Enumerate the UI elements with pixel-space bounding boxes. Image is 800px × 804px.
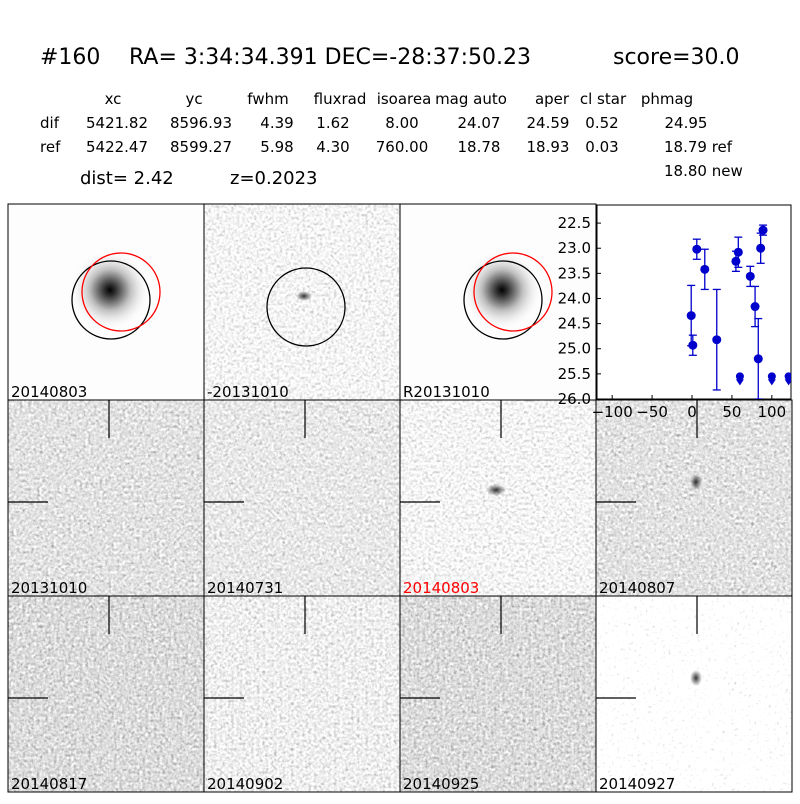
data-point — [700, 264, 710, 274]
panel-label: 20140902 — [207, 775, 283, 793]
panel-label: 20140817 — [11, 775, 87, 793]
table-cell: 24.59 — [527, 114, 570, 132]
data-point — [733, 247, 743, 257]
data-point — [731, 256, 741, 266]
x-tick-label: −50 — [636, 403, 668, 421]
upper-limit — [767, 372, 776, 386]
table-cell: 4.39 — [260, 114, 293, 132]
column-header: xc — [105, 90, 122, 108]
y-tick-label: 24.0 — [558, 289, 591, 307]
column-header: phmag — [641, 90, 693, 108]
data-point — [758, 225, 768, 235]
column-header: isoarea — [377, 90, 432, 108]
panel-label: 20131010 — [11, 579, 87, 597]
column-header: yc — [185, 90, 202, 108]
panel-label: 20140803 — [403, 579, 479, 597]
upper-limit — [735, 372, 744, 386]
image-panel: 20131010 — [7, 399, 205, 597]
table-cell: 18.93 — [527, 138, 570, 156]
table-cell: 0.52 — [585, 114, 618, 132]
redshift: z=0.2023 — [230, 168, 318, 189]
row-label: dif — [40, 114, 60, 132]
panels: 20140803 -20131010 R20131010 20131010 201407… — [7, 203, 793, 793]
y-tick-label: 22.5 — [558, 214, 591, 232]
column-header: cl star — [580, 90, 627, 108]
y-tick-label: 23.5 — [558, 264, 591, 282]
upper-limit — [784, 372, 791, 386]
table-cell: 8599.27 — [170, 138, 232, 156]
table-cell: 18.78 — [458, 138, 501, 156]
panel-label: -20131010 — [207, 383, 289, 401]
data-point — [688, 340, 698, 350]
data-point — [692, 244, 702, 254]
row-label: ref — [40, 138, 61, 156]
new-mag: 18.80 new — [664, 162, 743, 180]
panel-label: 20140927 — [599, 775, 675, 793]
column-header: aper — [535, 90, 570, 108]
table-cell: 18.79 ref — [664, 138, 733, 156]
data-point — [745, 271, 755, 281]
table-cell: 24.95 — [665, 114, 708, 132]
image-panel: 20140803 — [399, 399, 597, 597]
image-panel: R20131010 — [399, 203, 597, 401]
y-tick-label: 26.0 — [558, 390, 591, 408]
panel-label: R20131010 — [403, 383, 490, 401]
table-cell: 5421.82 — [86, 114, 148, 132]
table-cell: 4.30 — [316, 138, 349, 156]
data-point — [753, 354, 763, 364]
score: score=30.0 — [613, 45, 740, 70]
y-tick-label: 24.5 — [558, 315, 591, 333]
panel-label: 20140925 — [403, 775, 479, 793]
panel-label: 20140807 — [599, 579, 675, 597]
distance: dist= 2.42 — [80, 168, 174, 189]
table-cell: 1.62 — [316, 114, 349, 132]
y-tick-label: 25.5 — [558, 365, 591, 383]
table-cell: 8.00 — [385, 114, 418, 132]
table-cell: 8596.93 — [170, 114, 232, 132]
image-panel: 20140902 — [203, 595, 401, 793]
image-panel: 20140807 — [595, 399, 793, 597]
x-tick-label: 100 — [758, 403, 787, 421]
panel-label: 20140731 — [207, 579, 283, 597]
x-tick-label: −100 — [592, 403, 633, 421]
image-panel: 20140731 — [203, 399, 401, 597]
table-cell: 760.00 — [376, 138, 429, 156]
data-point — [686, 311, 696, 321]
table-cell: 5.98 — [260, 138, 293, 156]
panel-label: 20140803 — [11, 383, 87, 401]
x-tick-label: 0 — [687, 403, 697, 421]
image-panel: 20140817 — [7, 595, 205, 793]
table-cell: 5422.47 — [86, 138, 148, 156]
x-tick-label: 50 — [722, 403, 741, 421]
table-cell: 24.07 — [458, 114, 501, 132]
image-panel: 20140927 — [595, 595, 793, 793]
table-cell: 0.03 — [585, 138, 618, 156]
data-point — [756, 243, 766, 253]
y-tick-label: 23.0 — [558, 239, 591, 257]
y-tick-label: 25.0 — [558, 340, 591, 358]
coordinates: RA= 3:34:34.391 DEC=-28:37:50.23 — [129, 45, 531, 70]
data-point — [712, 335, 722, 345]
image-panel: -20131010 — [203, 203, 401, 401]
points — [686, 224, 791, 399]
column-header: fwhm — [247, 90, 288, 108]
candidate-id: #160 — [40, 45, 100, 70]
column-header: fluxrad — [314, 90, 367, 108]
light-curve: 22.5 23.0 23.5 24.0 24.5 25.0 25.5 26.0−100 −50 0… — [558, 204, 792, 421]
image-panel: 20140925 — [399, 595, 597, 793]
data-point — [750, 302, 760, 312]
column-header: mag auto — [435, 90, 507, 108]
image-panel: 20140803 — [7, 203, 205, 401]
